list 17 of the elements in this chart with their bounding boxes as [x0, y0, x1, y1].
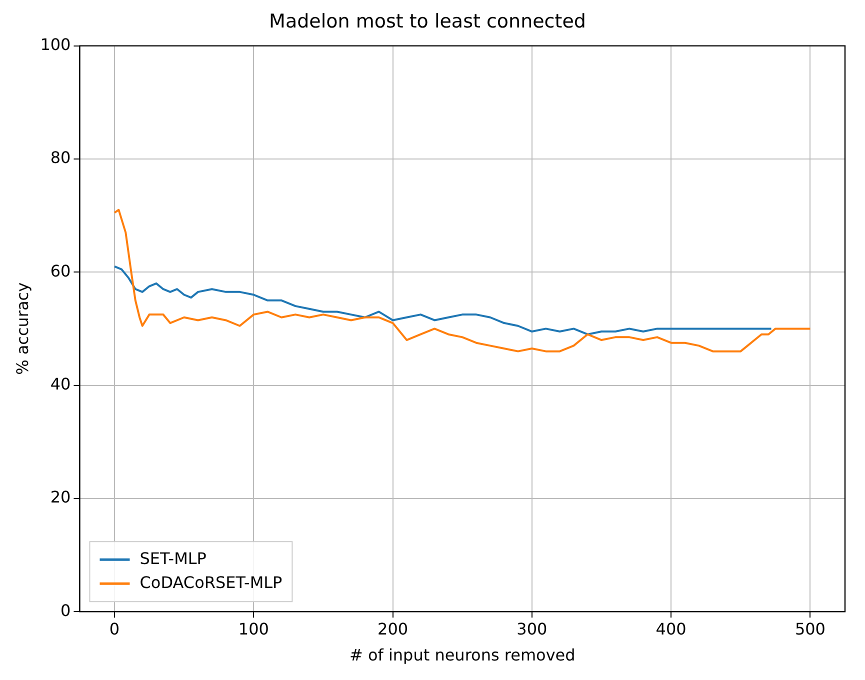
x-tick-label: 400 — [656, 619, 686, 638]
x-tick-label: 0 — [109, 619, 120, 638]
y-tick-label: 0 — [60, 600, 71, 620]
legend-label: SET-MLP — [140, 548, 207, 568]
x-axis-title: # of input neurons removed — [349, 646, 576, 665]
x-tick-label: 200 — [378, 619, 408, 638]
y-tick-label: 20 — [50, 488, 71, 507]
x-tick-label: 300 — [516, 619, 548, 638]
x-tick-label: 500 — [794, 619, 826, 638]
y-tick-label: 80 — [50, 148, 71, 168]
y-tick-label: 60 — [50, 261, 71, 280]
legend-label: CoDACoRSET-MLP — [140, 572, 283, 592]
x-tick-label: 100 — [238, 619, 269, 638]
chart-title: Madelon most to least connected — [269, 10, 586, 32]
y-tick-label: 100 — [40, 34, 71, 54]
y-tick-label: 40 — [50, 374, 71, 394]
y-axis-title: % accuracy — [12, 282, 32, 375]
